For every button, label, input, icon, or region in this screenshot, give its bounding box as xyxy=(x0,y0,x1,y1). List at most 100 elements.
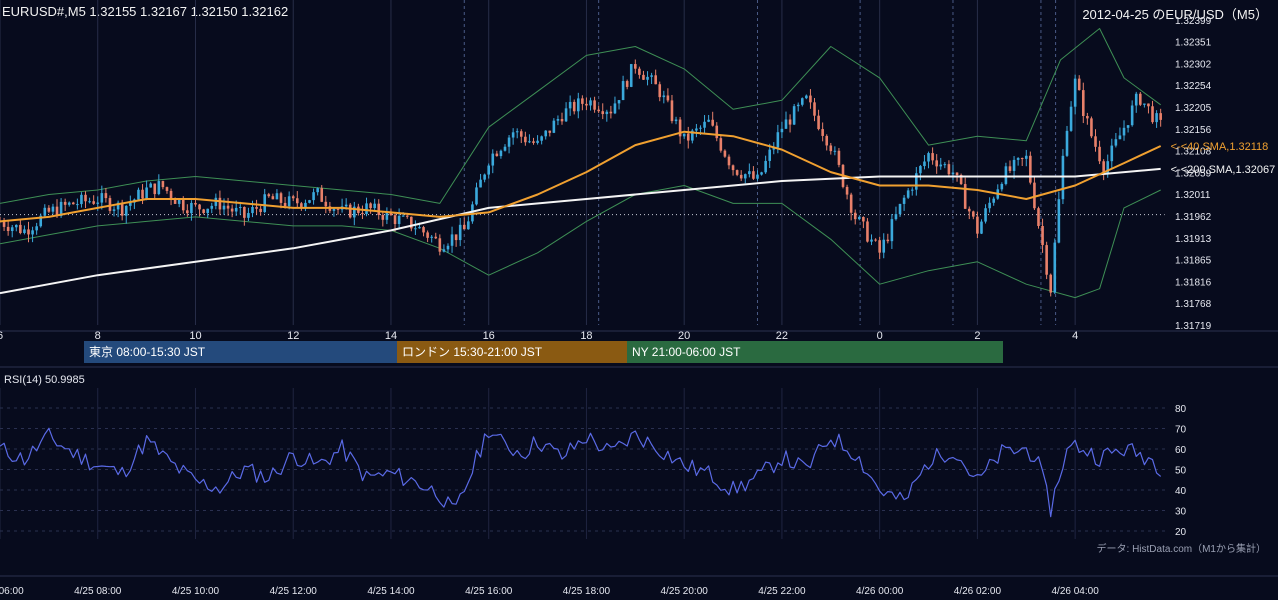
candle-body xyxy=(275,193,279,200)
rsi-label: RSI(14) 50.9985 xyxy=(4,374,85,386)
candle-body xyxy=(540,136,543,141)
candle-body xyxy=(161,181,165,188)
candle-body xyxy=(524,136,527,143)
candle-body xyxy=(80,194,83,205)
candle-body xyxy=(1118,135,1122,140)
candle-body xyxy=(336,208,340,210)
candle-body xyxy=(564,108,568,122)
candle-body xyxy=(976,216,979,234)
candle-body xyxy=(682,133,686,137)
rsi-marks xyxy=(0,427,1162,518)
candle-body xyxy=(1024,155,1028,159)
candle-body xyxy=(760,172,763,175)
sma40-label: <-<40,SMA,1.32118 xyxy=(1171,141,1269,153)
candle-body xyxy=(915,173,918,190)
y-tick-label: 1.32302 xyxy=(1175,60,1212,71)
candle-body xyxy=(190,202,193,214)
candle-body xyxy=(947,164,951,175)
candle-body xyxy=(259,208,262,212)
candle-body xyxy=(63,201,67,205)
candle-body xyxy=(1041,225,1044,246)
candle-body xyxy=(14,224,18,228)
candle-body xyxy=(226,205,230,209)
candle-body xyxy=(544,130,548,137)
rsi-x-tick-label: 4/26 02:00 xyxy=(954,586,1002,597)
candle-body xyxy=(104,193,108,199)
x-tick-label: 18 xyxy=(580,330,592,342)
candle-body xyxy=(55,206,59,217)
candle-body xyxy=(1155,113,1158,123)
candle-body xyxy=(1073,78,1077,107)
x-tick-label: 20 xyxy=(678,330,690,342)
candle-body xyxy=(576,98,580,112)
candle-body xyxy=(821,129,824,136)
candle-body xyxy=(116,202,120,210)
candle-body xyxy=(809,95,812,103)
sma200-line xyxy=(0,167,1161,295)
candle-body xyxy=(511,132,515,138)
candle-body xyxy=(870,239,873,242)
rsi-x-tick-label: 4/25 06:00 xyxy=(0,586,24,597)
y-tick-label: 1.32108 xyxy=(1175,147,1212,158)
candle-body xyxy=(1004,166,1008,184)
candle-body xyxy=(291,196,295,199)
candle-body xyxy=(1053,242,1057,293)
candle-body xyxy=(67,202,71,205)
candle-body xyxy=(866,221,869,242)
candle-body xyxy=(19,224,22,234)
candle-body xyxy=(271,196,275,200)
candle-body xyxy=(255,206,258,209)
candle-body xyxy=(650,75,653,77)
candle-body xyxy=(369,203,372,209)
candle-body xyxy=(141,189,144,199)
candle-body xyxy=(748,171,751,175)
candle-body xyxy=(605,111,609,115)
candle-body xyxy=(365,203,368,215)
candle-body xyxy=(251,206,254,214)
candle-body xyxy=(393,215,397,225)
rsi-y-tick-label: 60 xyxy=(1175,445,1187,456)
candle-body xyxy=(377,203,381,216)
candle-body xyxy=(51,206,55,212)
candle-body xyxy=(181,200,185,211)
candle-body xyxy=(678,119,682,137)
candle-body xyxy=(279,193,283,203)
candle-body xyxy=(874,239,877,241)
candle-body xyxy=(727,156,731,166)
candle-body xyxy=(263,194,267,212)
candle-body xyxy=(210,205,214,209)
candle-body xyxy=(638,68,641,75)
candle-body xyxy=(1134,93,1138,106)
candle-body xyxy=(593,100,596,110)
candle-body xyxy=(124,205,128,216)
candle-body xyxy=(927,153,930,162)
candle-body xyxy=(556,119,560,121)
candle-body xyxy=(186,210,189,214)
candle-body xyxy=(84,194,87,202)
candle-body xyxy=(943,164,947,166)
candle-body xyxy=(955,172,959,175)
candle-body xyxy=(483,174,486,180)
candle-body xyxy=(458,224,462,241)
candle-body xyxy=(332,208,336,211)
candle-body xyxy=(312,192,315,201)
y-tick-label: 1.32399 xyxy=(1175,16,1212,27)
candle-body xyxy=(1057,199,1061,243)
candle-body xyxy=(247,213,250,218)
x-tick-label: 14 xyxy=(385,330,397,342)
candle-body xyxy=(59,201,63,217)
candle-body xyxy=(548,130,552,133)
candle-body xyxy=(1126,125,1130,128)
candle-body xyxy=(2,221,6,227)
rsi-x-tick-label: 4/26 04:00 xyxy=(1052,586,1100,597)
candle-body xyxy=(173,198,177,204)
rsi-y-tick-label: 20 xyxy=(1175,527,1187,538)
candle-body xyxy=(1037,208,1040,226)
candle-body xyxy=(519,131,523,137)
rsi-y-tick-label: 40 xyxy=(1175,486,1187,497)
candle-body xyxy=(1077,78,1081,91)
x-tick-label: 16 xyxy=(483,330,495,342)
candle-body xyxy=(1008,166,1012,171)
rsi-y-tick-label: 70 xyxy=(1175,425,1187,436)
